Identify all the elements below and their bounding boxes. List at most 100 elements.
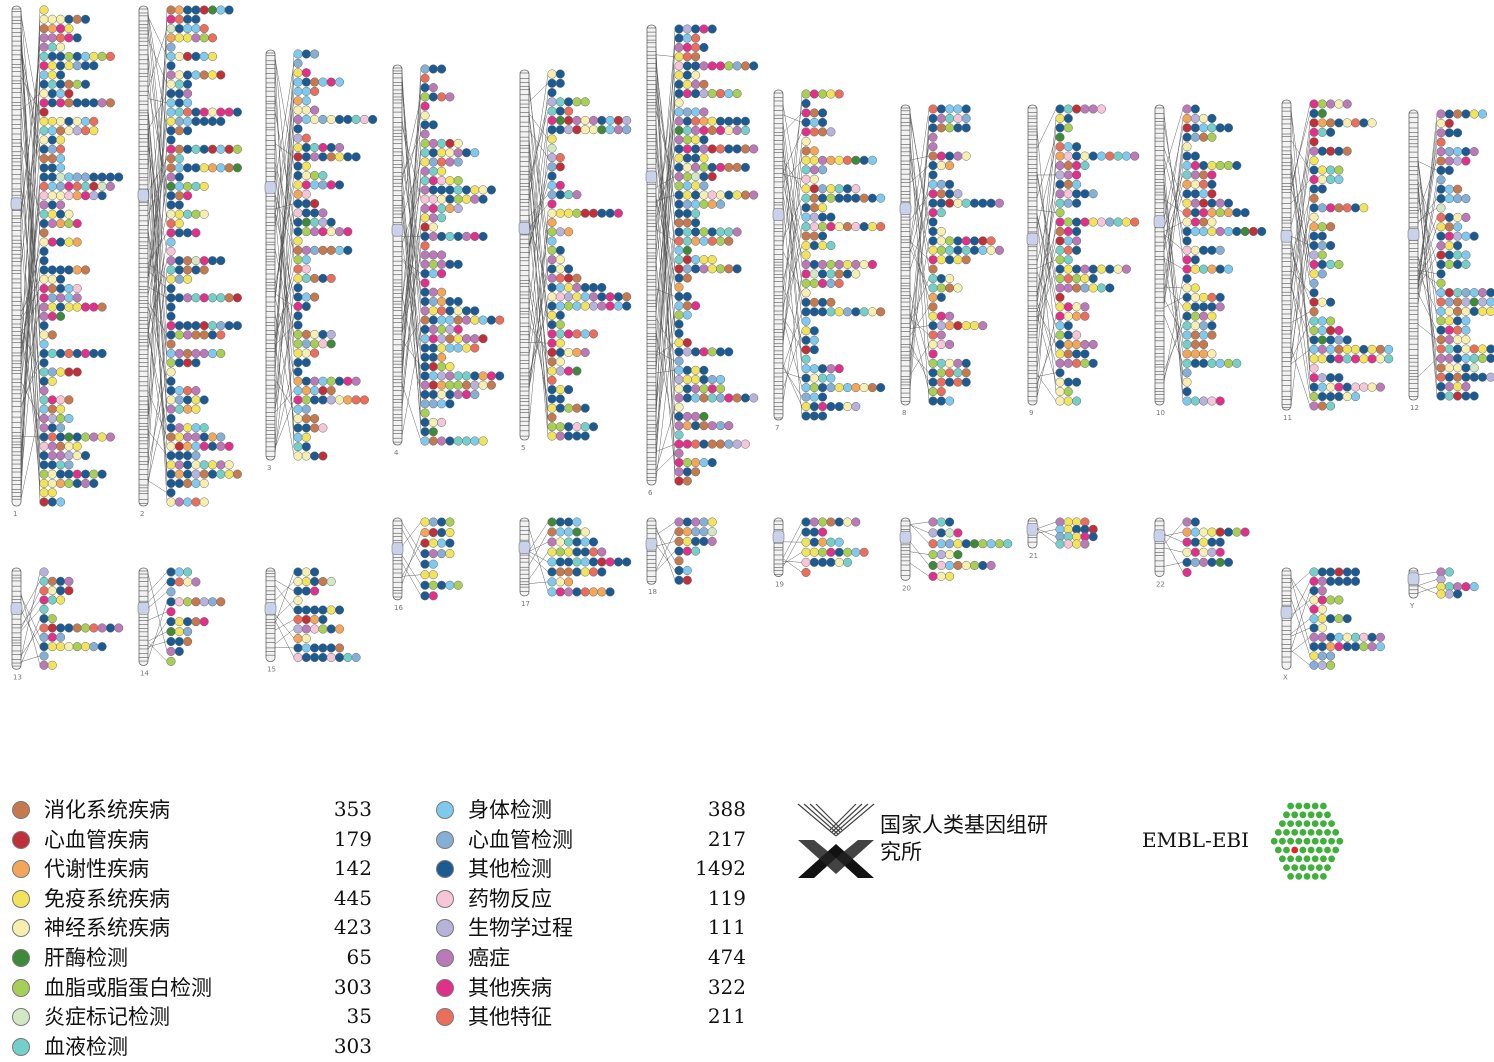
legend-count: 388 <box>707 797 746 821</box>
chromosome-9: 9 <box>1026 104 1140 417</box>
legend-item: 心血管疾病 179 <box>12 826 372 855</box>
chromosome-1: 1 <box>10 5 124 518</box>
legend-count: 474 <box>707 945 746 969</box>
chromosome-22: 22 <box>1153 517 1250 588</box>
legend-label: 其他疾病 <box>468 975 552 1000</box>
svg-text:12: 12 <box>1410 404 1419 412</box>
legend-count: 322 <box>707 974 746 999</box>
chromosome-15: 15 <box>264 567 361 673</box>
legend-swatch-icon <box>12 889 30 908</box>
legend-swatch-icon <box>12 1008 30 1027</box>
svg-text:19: 19 <box>775 580 784 588</box>
svg-text:11: 11 <box>1283 414 1292 422</box>
chromosome-4: 4 <box>391 64 505 457</box>
legend-item: 免疫系统疾病 445 <box>12 885 372 914</box>
legend-label: 药物反应 <box>468 886 552 911</box>
legend-label: 身体检测 <box>468 798 552 822</box>
chromosome-17: 17 <box>518 517 632 608</box>
svg-text:14: 14 <box>140 669 149 677</box>
legend-count: 111 <box>707 915 746 940</box>
chromosome-21: 21 <box>1026 517 1098 560</box>
legend-item: 神经系统疾病 423 <box>12 914 372 943</box>
legend-item: 消化系统疾病 353 <box>12 796 372 825</box>
legend-swatch-icon <box>436 978 454 997</box>
legend-swatch-icon <box>12 830 30 849</box>
legend-swatch-icon <box>436 801 454 819</box>
chromosome-20: 20 <box>899 517 1013 592</box>
chromosome-6: 6 <box>645 24 759 497</box>
legend-count: 35 <box>346 1004 372 1029</box>
svg-text:21: 21 <box>1029 552 1038 560</box>
chromosome-11: 11 <box>1280 99 1394 422</box>
legend-item: 肝酶检测 65 <box>12 944 372 973</box>
svg-text:X: X <box>1283 673 1288 681</box>
legend-count: 142 <box>333 856 372 881</box>
svg-text:20: 20 <box>902 584 911 592</box>
nhgri-logo-icon <box>797 803 875 878</box>
svg-text:8: 8 <box>902 409 906 417</box>
chromosome-2: 2 <box>137 5 242 518</box>
legend-count: 445 <box>333 885 372 910</box>
svg-text:17: 17 <box>521 600 530 608</box>
chromosome-Y: Y <box>1407 567 1479 610</box>
legend-item: 其他检测 1492 <box>436 855 746 884</box>
legend-item: 炎症标记检测 35 <box>12 1003 372 1032</box>
legend-swatch-icon <box>436 860 454 879</box>
svg-text:16: 16 <box>394 604 403 612</box>
chromosome-5: 5 <box>518 69 632 452</box>
legend-item: 其他特征 211 <box>436 1003 746 1032</box>
svg-text:9: 9 <box>1029 409 1033 417</box>
legend-swatch-icon <box>12 978 30 997</box>
svg-text:22: 22 <box>1156 580 1165 588</box>
chromosome-19: 19 <box>772 517 869 588</box>
legend-item: 生物学过程 111 <box>436 914 746 943</box>
legend-count: 303 <box>333 1033 372 1058</box>
legend-count: 423 <box>333 915 372 940</box>
svg-text:Y: Y <box>1409 602 1415 610</box>
legend-swatch-icon <box>12 949 30 967</box>
legend-count: 353 <box>333 797 372 821</box>
legend-count: 217 <box>707 826 746 851</box>
chromosome-3: 3 <box>264 49 378 472</box>
legend-label: 生物学过程 <box>468 916 573 941</box>
legend-item: 代谢性疾病 142 <box>12 855 372 884</box>
legend-item: 药物反应 119 <box>436 885 746 914</box>
chromosome-18: 18 <box>645 517 717 596</box>
legend-swatch-icon <box>12 1037 30 1056</box>
svg-text:5: 5 <box>521 444 525 452</box>
embl-ebi-logo-icon <box>1270 802 1344 880</box>
legend-count: 211 <box>707 1004 746 1029</box>
legend-swatch-icon <box>436 830 454 849</box>
legend-item: 癌症 474 <box>436 944 746 973</box>
chromosome-16: 16 <box>391 517 463 612</box>
chromosome-7: 7 <box>772 89 886 432</box>
legend-count: 303 <box>333 974 372 999</box>
svg-text:3: 3 <box>267 464 271 472</box>
legend-label: 其他检测 <box>468 857 552 882</box>
legend-count: 119 <box>707 885 746 910</box>
legend-swatch-icon <box>436 919 454 938</box>
svg-text:15: 15 <box>267 665 276 673</box>
legend-label: 神经系统疾病 <box>44 916 170 941</box>
legend-item: 血脂或脂蛋白检测 303 <box>12 974 372 1003</box>
legend-label: 炎症标记检测 <box>44 1005 170 1030</box>
svg-text:7: 7 <box>775 424 779 432</box>
svg-text:2: 2 <box>140 510 144 518</box>
legend-label: 心血管疾病 <box>44 827 149 852</box>
legend-label: 肝酶检测 <box>44 946 128 970</box>
legend-swatch-icon <box>436 1008 454 1027</box>
ebi-name: EMBL-EBI <box>1142 828 1250 852</box>
legend-swatch-icon <box>12 919 30 938</box>
legend-label: 血液检测 <box>44 1034 128 1059</box>
legend-label: 免疫系统疾病 <box>44 886 170 911</box>
legend-label: 其他特征 <box>468 1005 552 1030</box>
legend-item: 其他疾病 322 <box>436 974 746 1003</box>
svg-text:13: 13 <box>13 673 22 681</box>
legend-count: 1492 <box>695 856 746 881</box>
svg-text:6: 6 <box>648 489 653 497</box>
svg-text:1: 1 <box>13 510 17 518</box>
legend-label: 癌症 <box>468 946 510 970</box>
svg-text:4: 4 <box>394 449 399 457</box>
legend-item: 身体检测 388 <box>436 796 746 825</box>
